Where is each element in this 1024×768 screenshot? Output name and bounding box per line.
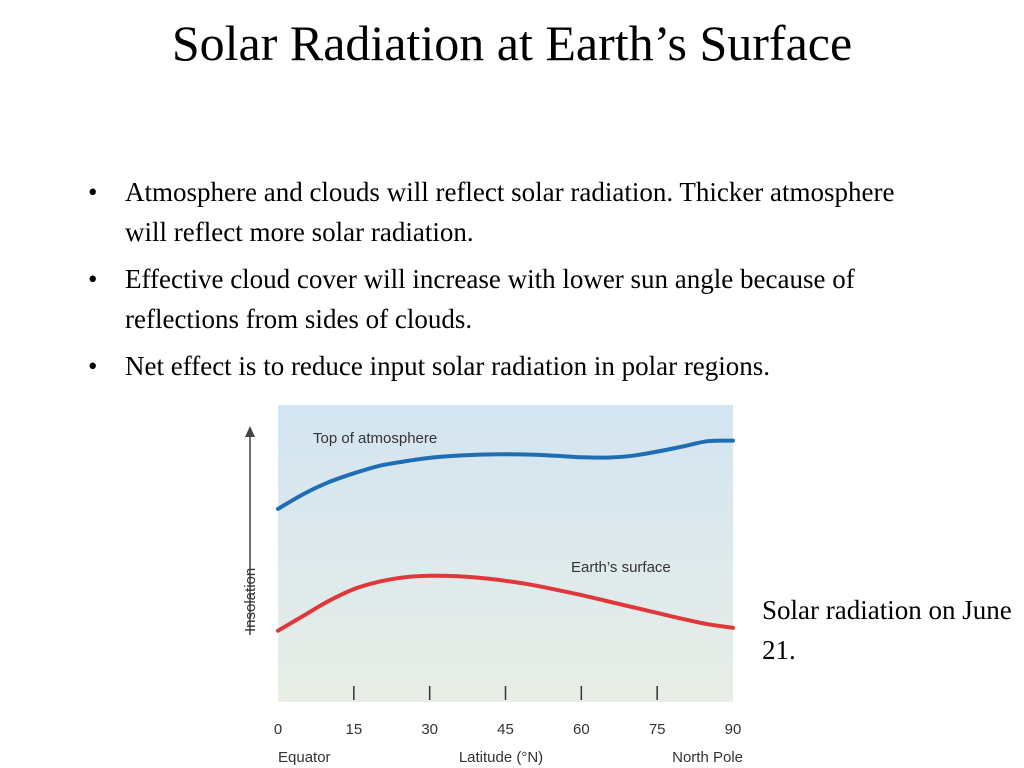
x-tick-label: 75 [649, 721, 666, 738]
y-axis-label: Insolation [242, 568, 259, 632]
series-label-surface: Earth’s surface [571, 559, 671, 576]
x-end-label-right: North Pole [672, 749, 743, 766]
series-line-earths-surface [276, 573, 735, 633]
slide-title: Solar Radiation at Earth’s Surface [171, 15, 853, 71]
bullet-item: Atmosphere and clouds will reflect solar… [88, 172, 908, 252]
x-tick-label: 60 [573, 721, 590, 738]
x-tick-label: 0 [274, 721, 282, 738]
x-axis-label: Latitude (°N) [459, 749, 543, 766]
x-tick-label: 45 [497, 721, 514, 738]
y-axis-arrow-head [245, 426, 255, 437]
x-tick-label: 90 [725, 721, 742, 738]
x-end-label-left: Equator [278, 749, 331, 766]
chart-caption: Solar radiation on June 21. [762, 595, 1012, 665]
series-lines [276, 438, 735, 633]
bullet-list: Atmosphere and clouds will reflect solar… [88, 172, 908, 393]
x-tick-labels: 0 15 30 45 60 75 90 [274, 721, 742, 738]
x-tick-label: 15 [345, 721, 362, 738]
series-label-top: Top of atmosphere [313, 430, 437, 447]
series-line-top-of-atmosphere [276, 438, 735, 511]
bullet-item: Net effect is to reduce input solar radi… [88, 346, 908, 386]
bullet-item: Effective cloud cover will increase with… [88, 259, 908, 339]
x-ticks [353, 686, 658, 700]
x-tick-label: 30 [421, 721, 438, 738]
insolation-chart: Insolation 0 15 30 45 60 75 90 Top of atmosphe… [242, 405, 743, 766]
